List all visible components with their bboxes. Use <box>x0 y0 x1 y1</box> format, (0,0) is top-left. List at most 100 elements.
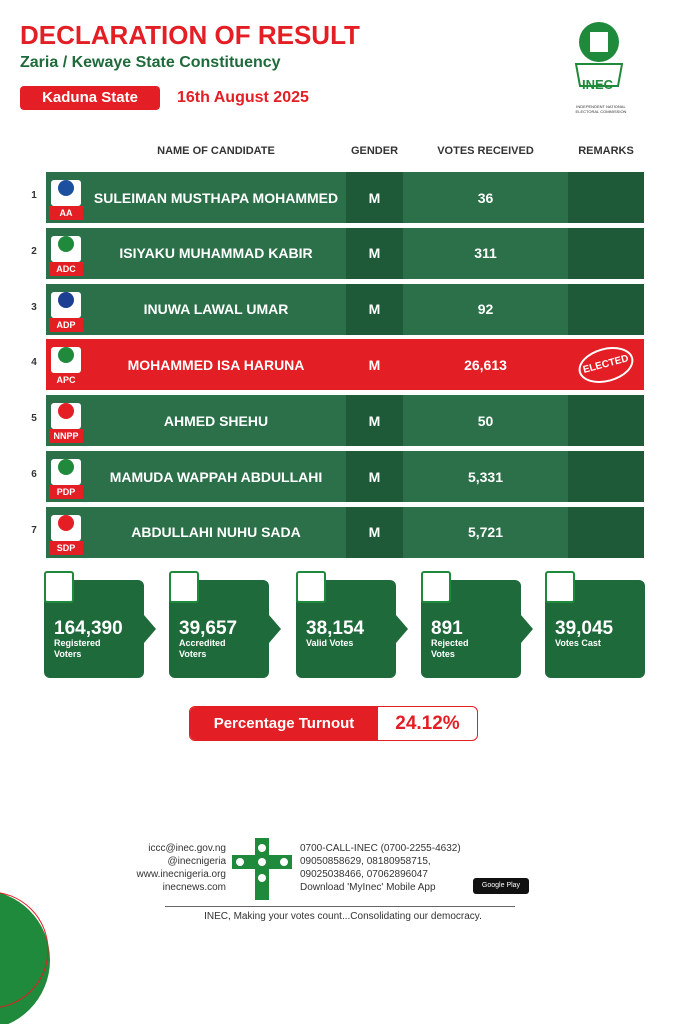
gender: M <box>346 395 403 447</box>
party-emblem <box>51 514 81 541</box>
stat-icon <box>44 571 74 603</box>
candidate-name: MAMUDA WAPPAH ABDULLAHI <box>109 468 323 485</box>
contact: iccc@inec.gov.ng <box>148 843 226 854</box>
stat-label: Accredited Voters <box>179 638 226 659</box>
stat-label: Valid Votes <box>306 638 354 648</box>
social-icons <box>232 838 292 900</box>
title: DECLARATION OF RESULT <box>20 20 360 50</box>
date: 16th August 2025 <box>177 89 309 106</box>
candidate-name: MOHAMMED ISA HARUNA <box>127 356 305 373</box>
contacts-left: iccc@inec.gov.ng @inecnigeria www.inecnige… <box>100 842 227 894</box>
stat-arrow <box>521 615 533 643</box>
turnout: Percentage Turnout 24.12% <box>189 706 478 741</box>
candidate-row: SDP ABDULLAHI NUHU SADA M 5,721 <box>46 506 644 558</box>
candidate-row: PDP MAMUDA WAPPAH ABDULLAHI M 5,331 <box>46 451 644 502</box>
row-number: 3 <box>31 301 37 313</box>
candidate-name: INUWA LAWAL UMAR <box>143 301 289 318</box>
candidate-name: ISIYAKU MUHAMMAD KABIR <box>119 245 313 262</box>
candidate-row: ADC ISIYAKU MUHAMMAD KABIR M 311 <box>46 227 644 279</box>
column-header: NAME OF CANDIDATE <box>157 145 275 157</box>
party-logo: ADC <box>46 228 86 279</box>
votes: 311 <box>474 245 497 262</box>
candidate-row: NNPP AHMED SHEHU M 50 <box>46 395 644 447</box>
party-acronym: SDP <box>49 540 83 555</box>
logo-caption: INDEPENDENT NATIONAL ELECTORAL COMMISSIO… <box>575 104 627 114</box>
column-header: GENDER <box>350 145 399 157</box>
party-emblem <box>51 347 81 374</box>
party-acronym: AA <box>49 206 83 220</box>
remark <box>568 395 644 447</box>
subtitle: Zaria / Kewaye State Constituency <box>20 54 281 71</box>
row-number: 1 <box>31 190 37 201</box>
turnout-value: 24.12% <box>395 713 460 734</box>
party-acronym: NNPP <box>49 429 83 444</box>
gender: M <box>346 506 403 558</box>
remark <box>568 283 644 335</box>
party-logo: ADP <box>46 284 86 335</box>
remark: ELECTED <box>568 339 644 391</box>
stat-arrow <box>144 615 156 643</box>
party-emblem <box>51 180 81 206</box>
remark <box>568 506 644 558</box>
votes: 50 <box>477 412 494 429</box>
stat-label: Registered Voters <box>54 638 101 659</box>
tagline: INEC, Making your votes count...Consolid… <box>204 911 482 922</box>
votes: 92 <box>477 301 494 318</box>
stat-icon <box>169 571 199 603</box>
row-number: 2 <box>31 245 37 257</box>
candidate-row: APC MOHAMMED ISA HARUNA M 26,613 ELECTED <box>46 339 644 391</box>
party-emblem-mark <box>58 403 74 420</box>
party-emblem-mark <box>58 235 74 252</box>
remark <box>568 172 644 223</box>
gender: M <box>346 283 403 335</box>
party-logo: NNPP <box>46 395 86 446</box>
party-emblem-mark <box>58 180 74 196</box>
state-badge: Kaduna State <box>20 86 160 110</box>
contact: @inecnigeria <box>167 856 226 867</box>
stat-icon <box>421 571 451 603</box>
column-header: VOTES RECEIVED <box>437 145 534 157</box>
row-number: 4 <box>31 357 37 369</box>
store-badge[interactable]: Google Play <box>473 878 529 894</box>
party-acronym: ADC <box>49 261 83 276</box>
decoration <box>0 892 50 1024</box>
row-number: 6 <box>31 469 37 480</box>
contact: Download 'MyInec' Mobile App <box>300 882 436 893</box>
party-emblem <box>51 403 81 430</box>
gender: M <box>346 227 403 279</box>
party-emblem <box>51 235 81 262</box>
stat-value: 39,045 <box>555 618 614 639</box>
stat-arrow <box>269 615 281 643</box>
gender: M <box>346 172 403 223</box>
remark <box>568 451 644 502</box>
party-emblem-mark <box>58 291 74 308</box>
contact: inecnews.com <box>162 882 226 893</box>
party-acronym: ADP <box>49 317 83 332</box>
stat-value: 164,390 <box>54 618 123 639</box>
party-logo: PDP <box>46 451 86 502</box>
stat-label: Rejected Votes <box>431 638 469 659</box>
candidate-name: ABDULLAHI NUHU SADA <box>131 524 301 541</box>
stat-value: 39,657 <box>179 618 238 639</box>
party-emblem-mark <box>58 459 74 475</box>
stat-label: Votes Cast <box>555 638 601 648</box>
stat-arrow <box>396 615 408 643</box>
stat-value: 38,154 <box>306 618 365 639</box>
divider <box>165 906 515 907</box>
candidate-name: SULEIMAN MUSTHAPA MOHAMMED <box>93 189 339 206</box>
gender: M <box>346 451 403 502</box>
turnout-label: Percentage Turnout <box>190 707 378 740</box>
column-header: REMARKS <box>578 145 634 157</box>
party-logo: AA <box>46 172 86 223</box>
candidate-row: AA SULEIMAN MUSTHAPA MOHAMMED M 36 <box>46 172 644 223</box>
row-number: 7 <box>31 524 37 536</box>
party-acronym: PDP <box>49 485 83 499</box>
stat-icon <box>545 571 575 603</box>
contacts-right: 0700-CALL-INEC (0700-2255-4632) 090508586… <box>300 842 500 894</box>
candidate-row: ADP INUWA LAWAL UMAR M 92 <box>46 283 644 335</box>
contact: www.inecnigeria.org <box>136 869 227 880</box>
party-logo: SDP <box>46 507 86 558</box>
gender: M <box>346 339 403 391</box>
elected-stamp: ELECTED <box>574 341 638 389</box>
